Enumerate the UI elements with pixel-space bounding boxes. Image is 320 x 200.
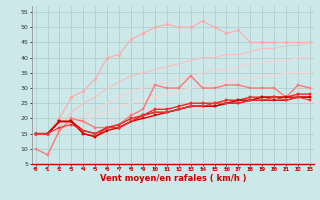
X-axis label: Vent moyen/en rafales ( km/h ): Vent moyen/en rafales ( km/h ) <box>100 174 246 183</box>
